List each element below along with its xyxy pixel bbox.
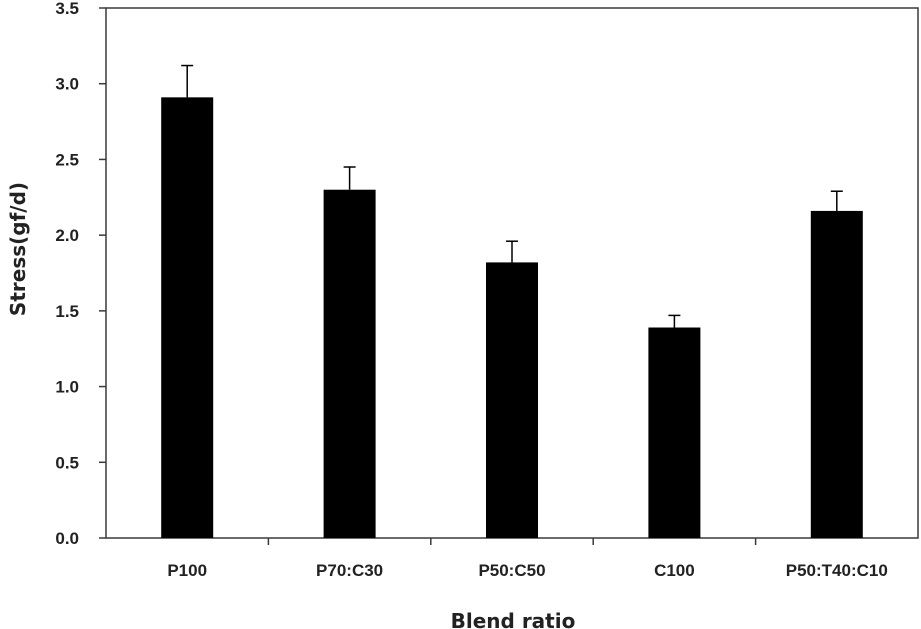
x-tick-label: P100 [167, 561, 207, 580]
x-tick-label: P70:C30 [316, 561, 383, 580]
bar [486, 262, 538, 538]
y-tick-label: 0.5 [55, 453, 79, 472]
bar [648, 327, 701, 538]
bar [161, 97, 214, 538]
y-tick-label: 1.0 [55, 378, 79, 397]
x-tick-label: C100 [654, 561, 695, 580]
bar [323, 189, 376, 538]
y-axis-title: Stress(gf/d) [6, 182, 30, 316]
y-tick-label: 2.0 [55, 226, 79, 245]
y-tick-label: 2.5 [55, 150, 79, 169]
bar [810, 210, 863, 538]
y-tick-label: 3.0 [55, 75, 79, 94]
x-tick-label: P50:C50 [478, 561, 545, 580]
y-tick-label: 0.0 [55, 529, 79, 548]
x-tick-label: P50:T40:C10 [786, 561, 888, 580]
x-axis-title: Blend ratio [451, 609, 576, 629]
y-tick-label: 1.5 [55, 302, 79, 321]
y-tick-label: 3.5 [55, 0, 79, 18]
